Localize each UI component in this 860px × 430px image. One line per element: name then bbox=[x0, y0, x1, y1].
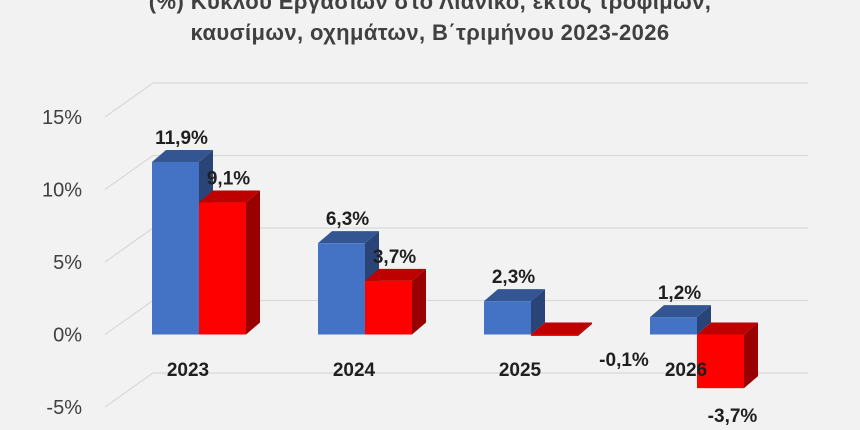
bar-top bbox=[531, 322, 592, 335]
bar-side bbox=[531, 289, 545, 335]
bar-top bbox=[365, 268, 426, 281]
bar-top bbox=[484, 289, 545, 302]
data-label: 6,3% bbox=[326, 209, 369, 230]
bar-top bbox=[697, 322, 758, 335]
bar-front bbox=[152, 161, 199, 335]
gridlines bbox=[104, 82, 808, 408]
chart-title-part: (%) Κύκλου Εργασιών bbox=[148, 0, 395, 14]
gridline bbox=[104, 82, 808, 118]
bars bbox=[152, 149, 758, 389]
bar-front bbox=[650, 317, 697, 335]
y-tick-label: 15% bbox=[42, 107, 82, 129]
data-label: 9,1% bbox=[207, 169, 250, 190]
y-axis: 15% 10% 5% 0% -5% bbox=[42, 107, 82, 419]
bar bbox=[697, 322, 758, 389]
x-tick-label: 2025 bbox=[499, 360, 542, 381]
bar-side bbox=[744, 322, 758, 389]
x-axis: 2023 2024 2025 2026 bbox=[167, 360, 707, 381]
chart-title-part: , εκτός τροφίμων, bbox=[519, 0, 712, 14]
bar bbox=[199, 190, 260, 335]
data-label: 2,3% bbox=[492, 267, 535, 288]
bar-front bbox=[697, 334, 744, 389]
y-tick-label: 10% bbox=[42, 180, 82, 202]
bar-side bbox=[697, 305, 711, 335]
y-tick-label: -5% bbox=[46, 397, 82, 419]
gridline bbox=[104, 154, 808, 190]
bar bbox=[484, 289, 545, 335]
data-label: 11,9% bbox=[155, 128, 208, 149]
bar-top bbox=[152, 149, 213, 162]
data-label: 3,7% bbox=[373, 247, 416, 268]
bar-front bbox=[199, 202, 246, 335]
x-tick-label: 2026 bbox=[665, 360, 707, 381]
bar-side bbox=[412, 268, 426, 335]
data-label: -0,1% bbox=[599, 350, 649, 371]
bar bbox=[365, 268, 426, 335]
bar-top bbox=[199, 190, 260, 203]
data-label: -3,7% bbox=[708, 406, 758, 427]
bar bbox=[531, 322, 592, 336]
bar-side bbox=[578, 322, 592, 336]
data-labels: 11,9% 9,1% 6,3%3,7% 2,3% -0,1% 1,2% -3,7% bbox=[155, 128, 757, 427]
chart-title: (%) Κύκλου Εργασιών στο Λιανικό, εκτός τ… bbox=[0, 0, 860, 48]
bar-front bbox=[318, 243, 365, 335]
bar-front bbox=[531, 334, 578, 336]
x-tick-label: 2024 bbox=[333, 360, 376, 381]
x-tick-label: 2023 bbox=[167, 360, 209, 381]
y-tick-label: 0% bbox=[53, 325, 82, 347]
gridline bbox=[104, 372, 808, 408]
chart-title-line-2: καυσίμων, οχημάτων, Β΄τριμήνου 2023-2026 bbox=[190, 20, 670, 45]
y-tick-label: 5% bbox=[53, 252, 82, 274]
chart-title-emphasis: στο Λιανικό bbox=[394, 0, 520, 14]
bar bbox=[650, 305, 711, 335]
bar-front bbox=[484, 301, 531, 335]
data-label: 1,2% bbox=[658, 283, 701, 304]
chart-title-line-1: (%) Κύκλου Εργασιών στο Λιανικό, εκτός τ… bbox=[0, 0, 860, 17]
bar-side bbox=[246, 190, 260, 335]
bar-top bbox=[318, 231, 379, 244]
bar-front bbox=[365, 280, 412, 335]
bar-top bbox=[650, 305, 711, 318]
